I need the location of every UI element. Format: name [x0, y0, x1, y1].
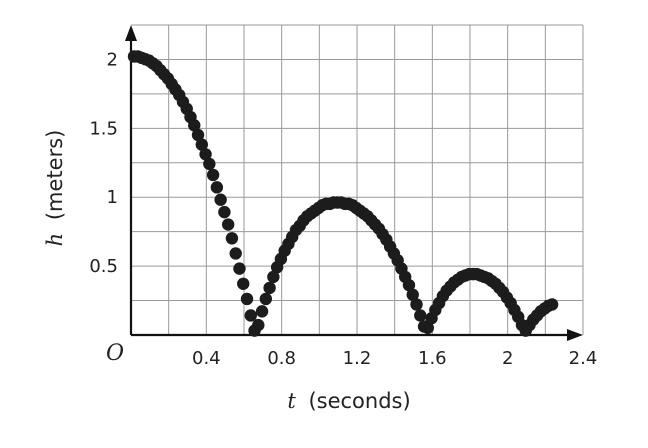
data-point [545, 298, 559, 311]
x-tick-label: 0.4 [192, 348, 221, 369]
data-point [255, 305, 269, 318]
data-point [218, 205, 231, 219]
data-points [127, 50, 559, 337]
origin-label: O [106, 341, 124, 366]
data-point [195, 138, 208, 151]
x-tick-label: 2.4 [569, 348, 598, 369]
data-point [199, 148, 212, 161]
y-tick-label: 1.5 [89, 118, 118, 139]
gridlines [131, 24, 584, 335]
y-axis-unit: (meters) [43, 130, 67, 221]
x-axis-unit: (seconds) [308, 389, 410, 413]
data-point [191, 128, 205, 142]
data-point [252, 318, 265, 332]
data-point [263, 281, 276, 295]
x-tick-label: 0.8 [267, 348, 296, 369]
x-tick-label: 2 [502, 348, 513, 369]
x-axis-title: t (seconds) [287, 389, 410, 413]
data-point [214, 193, 227, 206]
data-point [221, 218, 235, 231]
data-point [267, 270, 280, 284]
x-tick-labels: 0.4 0.8 1.2 1.6 2 2.4 [192, 348, 597, 369]
y-tick-label: 2 [107, 49, 118, 70]
x-tick-label: 1.6 [418, 348, 447, 369]
data-point [237, 277, 250, 290]
data-point [421, 321, 434, 335]
x-tick-label: 1.2 [343, 348, 372, 369]
data-point [410, 298, 423, 311]
y-axis-variable: h [43, 233, 67, 247]
data-point [188, 119, 201, 132]
y-tick-label: 0.5 [89, 256, 118, 277]
data-point [229, 247, 242, 260]
data-point [225, 232, 239, 245]
data-point [240, 292, 254, 306]
data-point [210, 181, 224, 194]
data-point [244, 309, 257, 322]
data-point [259, 292, 273, 306]
y-tick-labels: 0.5 1 1.5 2 [89, 49, 118, 277]
data-point [402, 278, 416, 292]
data-point [414, 309, 427, 322]
y-axis-title: h (meters) [43, 130, 67, 247]
data-point [406, 288, 419, 301]
data-point [233, 262, 246, 275]
x-axis-arrow-icon [567, 329, 583, 341]
data-point [203, 157, 216, 171]
axes [125, 25, 583, 341]
x-axis-variable: t [287, 389, 296, 413]
y-tick-label: 1 [107, 187, 118, 208]
y-axis-arrow-icon [125, 25, 137, 41]
data-point [206, 168, 220, 182]
